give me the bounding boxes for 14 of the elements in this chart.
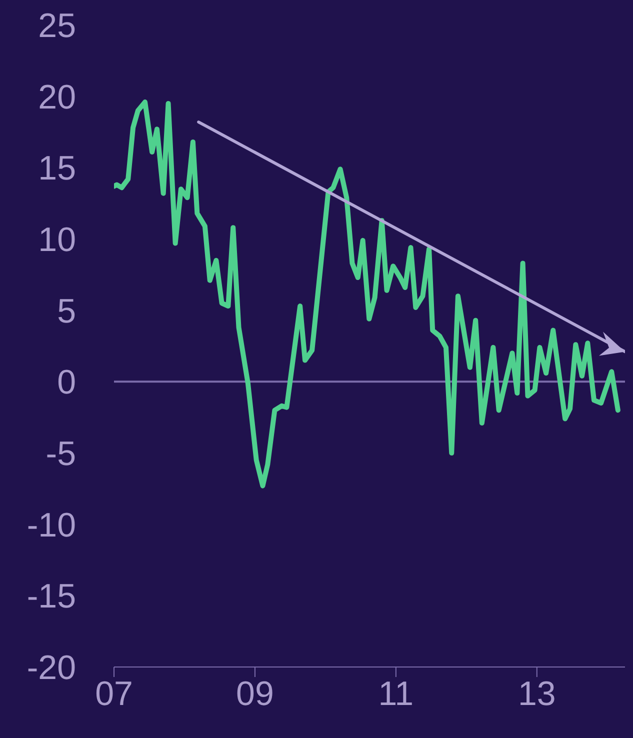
y-tick-label: 20 xyxy=(38,78,76,116)
y-tick-label: 15 xyxy=(38,150,76,188)
y-tick-label: 10 xyxy=(38,221,76,260)
y-tick-label: 5 xyxy=(57,292,76,330)
x-tick-label: 13 xyxy=(518,675,556,714)
y-tick-label: 0 xyxy=(57,364,76,402)
y-tick-label: -5 xyxy=(46,435,76,474)
y-tick-label: -20 xyxy=(26,649,76,688)
y-tick-label: -15 xyxy=(26,578,76,616)
y-tick-label: 25 xyxy=(38,7,76,46)
y-tick-label: -10 xyxy=(26,506,76,544)
x-tick-label: 11 xyxy=(378,675,414,714)
x-tick-label: 09 xyxy=(236,675,274,714)
x-tick-label: 07 xyxy=(95,675,133,714)
